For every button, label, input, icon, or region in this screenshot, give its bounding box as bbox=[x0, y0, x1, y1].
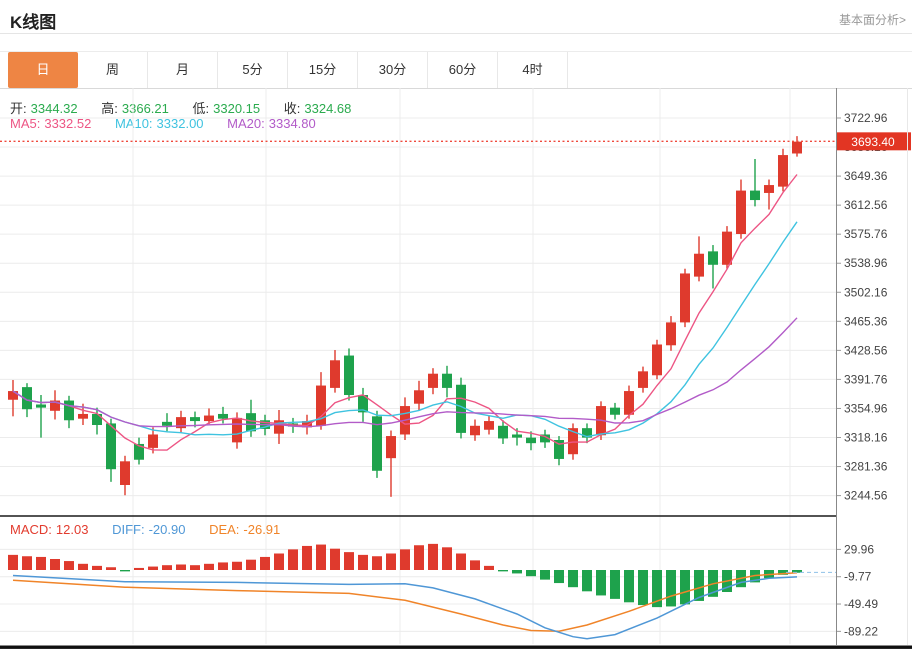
low-value: 3320.15 bbox=[213, 101, 261, 116]
tab-4时[interactable]: 4时 bbox=[498, 52, 568, 88]
svg-text:3502.16: 3502.16 bbox=[844, 285, 888, 299]
svg-text:-49.49: -49.49 bbox=[844, 597, 878, 611]
diff-value: -20.90 bbox=[148, 522, 186, 537]
svg-text:3391.76: 3391.76 bbox=[844, 372, 888, 386]
low-label: 低: bbox=[192, 101, 210, 116]
dea-label: DEA: bbox=[209, 522, 240, 537]
svg-text:3722.96: 3722.96 bbox=[844, 111, 888, 125]
price-axis: 3722.963686.163649.363612.563575.763538.… bbox=[836, 111, 888, 638]
macd-histogram-layer bbox=[8, 543, 802, 608]
tab-日[interactable]: 日 bbox=[8, 52, 78, 88]
macd-label: MACD: bbox=[10, 522, 52, 537]
ma20-line bbox=[12, 317, 798, 428]
tabbar-top-border bbox=[0, 51, 912, 52]
svg-text:3318.16: 3318.16 bbox=[844, 431, 888, 445]
kline-chart-area[interactable]: 3722.963686.163649.363612.563575.763538.… bbox=[0, 88, 912, 651]
ma20-value: 3334.80 bbox=[268, 116, 316, 131]
close-value: 3324.68 bbox=[304, 101, 352, 116]
svg-text:3428.56: 3428.56 bbox=[844, 343, 888, 357]
ma5-value: 3332.52 bbox=[44, 116, 92, 131]
ohlc-legend: 开: 3344.32 高: 3366.21 低: 3320.15 收: 3324.68 bbox=[10, 98, 355, 117]
tab-月[interactable]: 月 bbox=[148, 52, 218, 88]
ma-legend: MA5: 3332.52 MA10: 3332.00 MA20: 3334.80 bbox=[10, 116, 320, 131]
high-label: 高: bbox=[101, 101, 118, 116]
high-value: 3366.21 bbox=[121, 101, 169, 116]
page-title: K线图 bbox=[10, 13, 57, 32]
svg-text:3575.76: 3575.76 bbox=[844, 227, 888, 241]
ma10-value: 3332.00 bbox=[156, 116, 204, 131]
candlestick-layer bbox=[8, 136, 802, 497]
tab-周[interactable]: 周 bbox=[78, 52, 148, 88]
ma5-line bbox=[12, 174, 798, 451]
svg-text:-89.22: -89.22 bbox=[844, 624, 878, 638]
dea-line bbox=[12, 572, 798, 632]
header-divider bbox=[0, 33, 912, 34]
bottom-border-bar bbox=[0, 645, 912, 649]
diff-line bbox=[12, 574, 798, 640]
fundamental-analysis-link[interactable]: 基本面分析> bbox=[838, 13, 906, 27]
macd-value: 12.03 bbox=[55, 522, 89, 537]
svg-text:3465.36: 3465.36 bbox=[844, 314, 888, 328]
open-label: 开: bbox=[10, 101, 27, 116]
ma10-label: MA10: bbox=[114, 116, 153, 131]
close-label: 收: bbox=[283, 101, 301, 116]
tab-30分[interactable]: 30分 bbox=[358, 52, 428, 88]
ma5-label: MA5: bbox=[10, 116, 41, 131]
diff-label: DIFF: bbox=[112, 522, 145, 537]
ma20-label: MA20: bbox=[227, 116, 265, 131]
grid-layer bbox=[0, 88, 836, 644]
macd-legend: MACD: 12.03 DIFF: -20.90 DEA: -26.91 bbox=[10, 522, 284, 537]
tab-60分[interactable]: 60分 bbox=[428, 52, 498, 88]
ma10-line bbox=[12, 221, 798, 438]
tab-5分[interactable]: 5分 bbox=[218, 52, 288, 88]
interval-tab-bar: 日周月 5分 15分 30分 60分 4时 bbox=[8, 52, 568, 88]
tabbar-bottom-border bbox=[0, 88, 912, 89]
svg-text:3538.96: 3538.96 bbox=[844, 256, 888, 270]
current-price-tag bbox=[836, 132, 911, 151]
svg-text:3354.96: 3354.96 bbox=[844, 401, 888, 415]
open-value: 3344.32 bbox=[30, 101, 78, 116]
svg-text:-9.77: -9.77 bbox=[844, 570, 872, 584]
svg-text:3612.56: 3612.56 bbox=[844, 198, 888, 212]
svg-text:3281.36: 3281.36 bbox=[844, 460, 888, 474]
svg-text:29.96: 29.96 bbox=[844, 542, 874, 556]
svg-text:3244.56: 3244.56 bbox=[844, 489, 888, 503]
tab-15分[interactable]: 15分 bbox=[288, 52, 358, 88]
svg-text:3649.36: 3649.36 bbox=[844, 169, 888, 183]
dea-value: -26.91 bbox=[243, 522, 281, 537]
current-price-tag-text: 3693.40 bbox=[851, 135, 895, 149]
